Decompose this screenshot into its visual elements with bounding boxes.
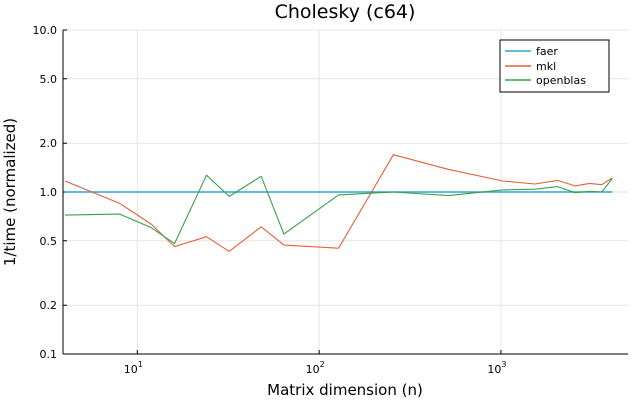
y-tick-label: 1.0 [40,186,58,199]
series [64,154,613,252]
y-ticks: 0.1 0.2 0.5 1.0 2.0 5.0 10.0 [33,24,67,361]
x-tick-label: 103 [487,360,506,376]
chart-title: Cholesky (c64) [275,1,416,23]
y-tick-label: 10.0 [33,24,58,37]
x-tick-label: 101 [124,360,143,376]
legend: faer mkl openblas [499,39,610,93]
y-tick-label: 0.2 [40,299,58,312]
x-tick-base: 10 [487,363,501,376]
x-tick-exponent: 1 [138,360,143,369]
legend-label-mkl: mkl [536,60,556,73]
y-tick-label: 0.5 [40,235,58,248]
y-tick-label: 5.0 [40,73,58,86]
x-ticks: 101 102 103 [124,350,506,376]
series-line-openblas [64,174,613,245]
x-tick-base: 10 [306,363,320,376]
legend-label-openblas: openblas [536,74,586,87]
series-line-mkl [64,154,613,252]
legend-label-faer: faer [536,45,558,58]
x-tick-exponent: 2 [320,360,325,369]
x-axis-label: Matrix dimension (n) [267,381,423,399]
y-tick-label: 2.0 [40,137,58,150]
x-tick-base: 10 [124,363,138,376]
y-tick-label: 0.1 [40,348,58,361]
x-tick-label: 102 [306,360,325,376]
x-tick-exponent: 3 [501,360,506,369]
y-axis-label: 1/time (normalized) [1,118,19,266]
